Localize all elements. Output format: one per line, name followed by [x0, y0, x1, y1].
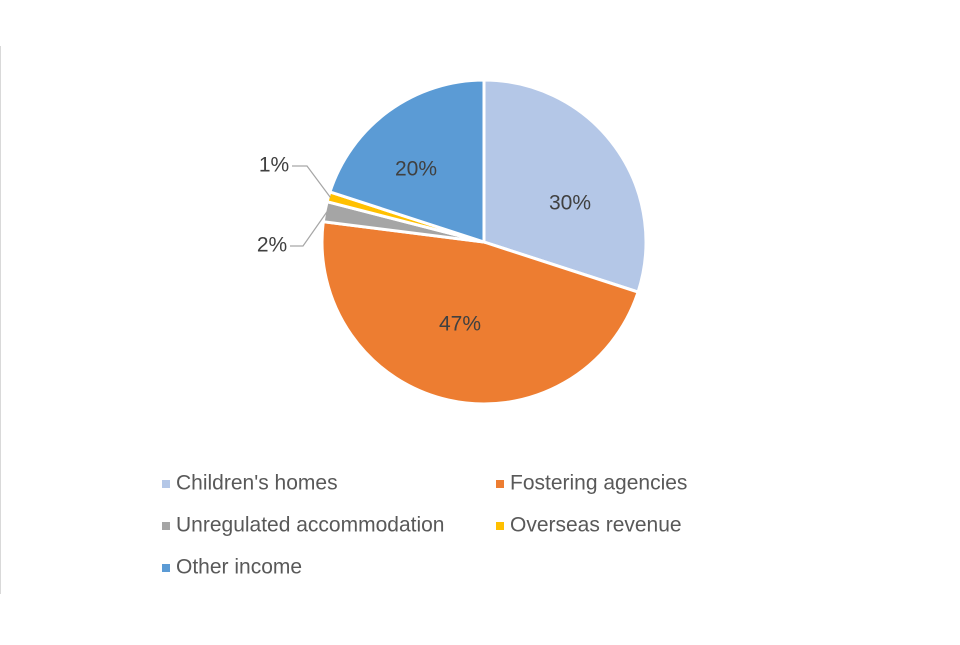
data-label-fostering-agencies: 47% — [439, 313, 481, 336]
legend-label-children-s-homes: Children's homes — [176, 472, 338, 495]
legend-swatch-unregulated-accommodation — [162, 522, 170, 530]
legend-item-children-s-homes: Children's homes — [162, 472, 338, 495]
chart-border — [0, 46, 1, 594]
legend-label-fostering-agencies: Fostering agencies — [510, 472, 687, 495]
legend-swatch-fostering-agencies — [496, 480, 504, 488]
leader-line-unregulated-accommodation — [290, 211, 328, 247]
legend: Children's homes Fostering agencies Unregu… — [162, 472, 687, 579]
data-label-children-s-homes: 30% — [549, 192, 591, 215]
legend-label-overseas-revenue: Overseas revenue — [510, 514, 682, 537]
legend-swatch-other-income — [162, 564, 170, 572]
data-label-overseas-revenue: 1% — [259, 154, 289, 177]
pie-slice-other-income — [328, 78, 486, 245]
leader-lines — [290, 165, 331, 247]
leader-line-overseas-revenue — [292, 165, 331, 198]
legend-item-unregulated-accommodation: Unregulated accommodation — [162, 514, 445, 537]
data-label-other-income: 20% — [395, 158, 437, 181]
legend-item-other-income: Other income — [162, 556, 302, 579]
legend-item-overseas-revenue: Overseas revenue — [496, 514, 682, 537]
legend-label-other-income: Other income — [176, 556, 302, 579]
legend-label-unregulated-accommodation: Unregulated accommodation — [176, 514, 445, 537]
legend-item-fostering-agencies: Fostering agencies — [496, 472, 687, 495]
pie-slice-children-s-homes — [482, 78, 648, 294]
data-labels: 30% 47% 2% 1% 20% — [257, 154, 591, 336]
legend-swatch-children-s-homes — [162, 480, 170, 488]
data-label-unregulated-accommodation: 2% — [257, 234, 287, 257]
pie-slice-fostering-agencies — [320, 220, 640, 406]
pie-slices — [320, 78, 648, 406]
legend-swatch-overseas-revenue — [496, 522, 504, 530]
